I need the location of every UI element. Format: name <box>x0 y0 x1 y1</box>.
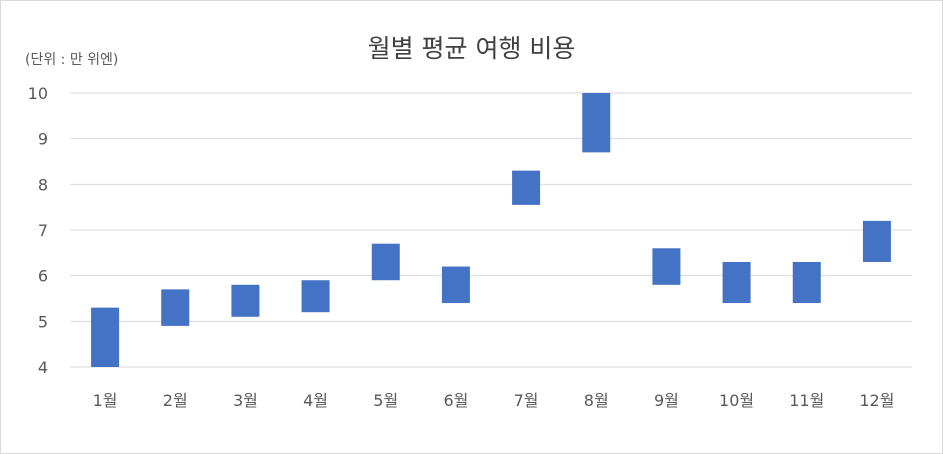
chart-title: 월별 평균 여행 비용 <box>367 34 576 63</box>
bar-3 <box>231 284 260 317</box>
y-tick-label: 7 <box>38 221 48 240</box>
x-tick-label: 8월 <box>584 391 609 410</box>
bar-12 <box>862 220 891 262</box>
x-tick-label: 9월 <box>654 391 679 410</box>
y-tick-label: 8 <box>38 175 48 194</box>
unit-label: (단위 : 만 위엔) <box>25 52 119 68</box>
x-tick-label: 4월 <box>303 391 328 410</box>
bar-10 <box>722 261 751 304</box>
x-tick-label: 5월 <box>373 391 398 410</box>
x-tick-label: 7월 <box>514 391 539 410</box>
x-tick-label: 3월 <box>233 391 258 410</box>
x-tick-label: 6월 <box>443 391 468 410</box>
bar-9 <box>652 248 681 285</box>
bar-8 <box>582 93 611 153</box>
bar-6 <box>441 266 470 304</box>
x-tick-label: 11월 <box>789 391 824 410</box>
x-tick-label: 12월 <box>859 391 894 410</box>
bar-2 <box>161 289 190 326</box>
y-tick-label: 6 <box>38 267 48 286</box>
x-tick-label: 10월 <box>719 391 754 410</box>
y-tick-label: 5 <box>38 312 48 331</box>
y-tick-label: 9 <box>38 130 48 149</box>
bar-11 <box>792 261 821 304</box>
y-tick-label: 4 <box>38 358 48 377</box>
x-tick-label: 2월 <box>163 391 188 410</box>
bar-4 <box>301 280 330 313</box>
x-tick-label: 1월 <box>93 391 118 410</box>
bar-1 <box>91 307 120 367</box>
y-tick-label: 10 <box>28 84 48 103</box>
bar-5 <box>371 243 400 281</box>
bar-7 <box>512 170 541 205</box>
